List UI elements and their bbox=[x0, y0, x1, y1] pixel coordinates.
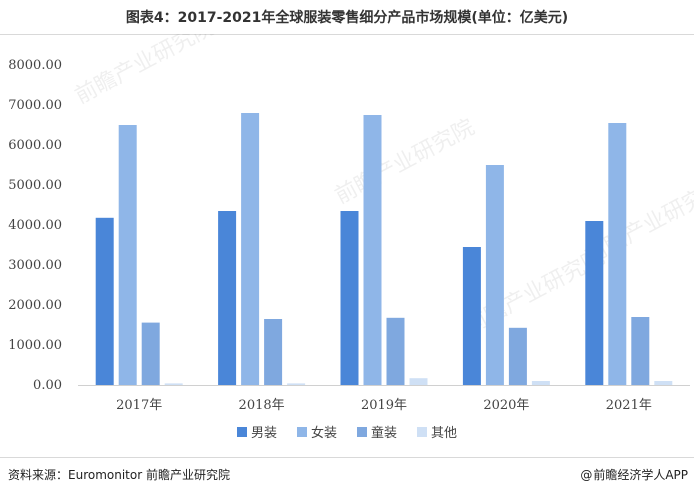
source-note: 资料来源：Euromonitor 前瞻产业研究院 bbox=[8, 468, 230, 482]
x-tick-label: 2019年 bbox=[361, 398, 407, 413]
x-tick-label: 2021年 bbox=[606, 398, 652, 413]
brand-mark: @前瞻经济学人APP bbox=[580, 466, 688, 483]
bar bbox=[118, 125, 137, 385]
weibo-icon: @ bbox=[580, 468, 593, 482]
legend-swatch bbox=[417, 427, 427, 437]
bar bbox=[409, 378, 428, 385]
y-tick-label: 3000.00 bbox=[8, 258, 62, 273]
y-tick-label: 8000.00 bbox=[8, 58, 62, 73]
bar bbox=[363, 115, 382, 385]
plot-frame bbox=[0, 34, 694, 458]
legend-swatch bbox=[357, 427, 367, 437]
x-axis: 2017年 2018年 2019年 2020年 2021年 bbox=[78, 385, 690, 413]
legend-label: 童装 bbox=[371, 425, 397, 441]
y-tick-label: 0.00 bbox=[33, 378, 62, 393]
y-axis: 0.00 1000.00 2000.00 3000.00 4000.00 5000.00 6… bbox=[8, 58, 62, 393]
bar bbox=[631, 317, 650, 385]
chart-title: 图表4：2017-2021年全球服装零售细分产品市场规模(单位：亿美元) bbox=[125, 10, 569, 26]
legend-label: 其他 bbox=[431, 426, 457, 441]
y-tick-label: 2000.00 bbox=[8, 298, 62, 313]
bar bbox=[608, 123, 627, 385]
bar bbox=[508, 327, 527, 385]
y-tick-label: 6000.00 bbox=[8, 138, 62, 153]
title-bar: 图表4：2017-2021年全球服装零售细分产品市场规模(单位：亿美元) bbox=[0, 0, 694, 34]
bar bbox=[141, 322, 160, 385]
legend: 男装 女装 童装 其他 bbox=[237, 425, 457, 441]
bar bbox=[264, 319, 283, 385]
x-tick-label: 2017年 bbox=[116, 398, 162, 413]
y-tick-label: 5000.00 bbox=[8, 178, 62, 193]
watermark-text: 前瞻产业研究院 bbox=[71, 34, 219, 109]
y-tick-label: 1000.00 bbox=[8, 338, 62, 353]
bar bbox=[386, 317, 405, 385]
legend-swatch bbox=[297, 427, 307, 437]
y-tick-label: 4000.00 bbox=[8, 218, 62, 233]
bar bbox=[485, 165, 504, 385]
bar bbox=[585, 221, 604, 385]
brand-text: 前瞻经济学人APP bbox=[593, 468, 688, 482]
bar bbox=[95, 217, 114, 385]
bar bbox=[462, 247, 481, 385]
bar bbox=[241, 113, 260, 385]
bar bbox=[287, 383, 306, 385]
bar bbox=[654, 381, 673, 385]
watermark-text: 前瞻产业研究院 bbox=[331, 115, 479, 209]
bar bbox=[164, 383, 183, 385]
legend-label: 女装 bbox=[311, 425, 337, 441]
x-tick-label: 2020年 bbox=[483, 398, 529, 413]
footer: 资料来源：Euromonitor 前瞻产业研究院 @前瞻经济学人APP bbox=[0, 458, 694, 491]
bars bbox=[95, 113, 673, 385]
y-tick-label: 7000.00 bbox=[8, 98, 62, 113]
bar bbox=[340, 211, 359, 385]
legend-label: 男装 bbox=[251, 426, 277, 441]
bar bbox=[218, 211, 237, 385]
bar bbox=[531, 381, 550, 385]
x-tick-label: 2018年 bbox=[239, 398, 285, 413]
legend-swatch bbox=[237, 427, 247, 437]
